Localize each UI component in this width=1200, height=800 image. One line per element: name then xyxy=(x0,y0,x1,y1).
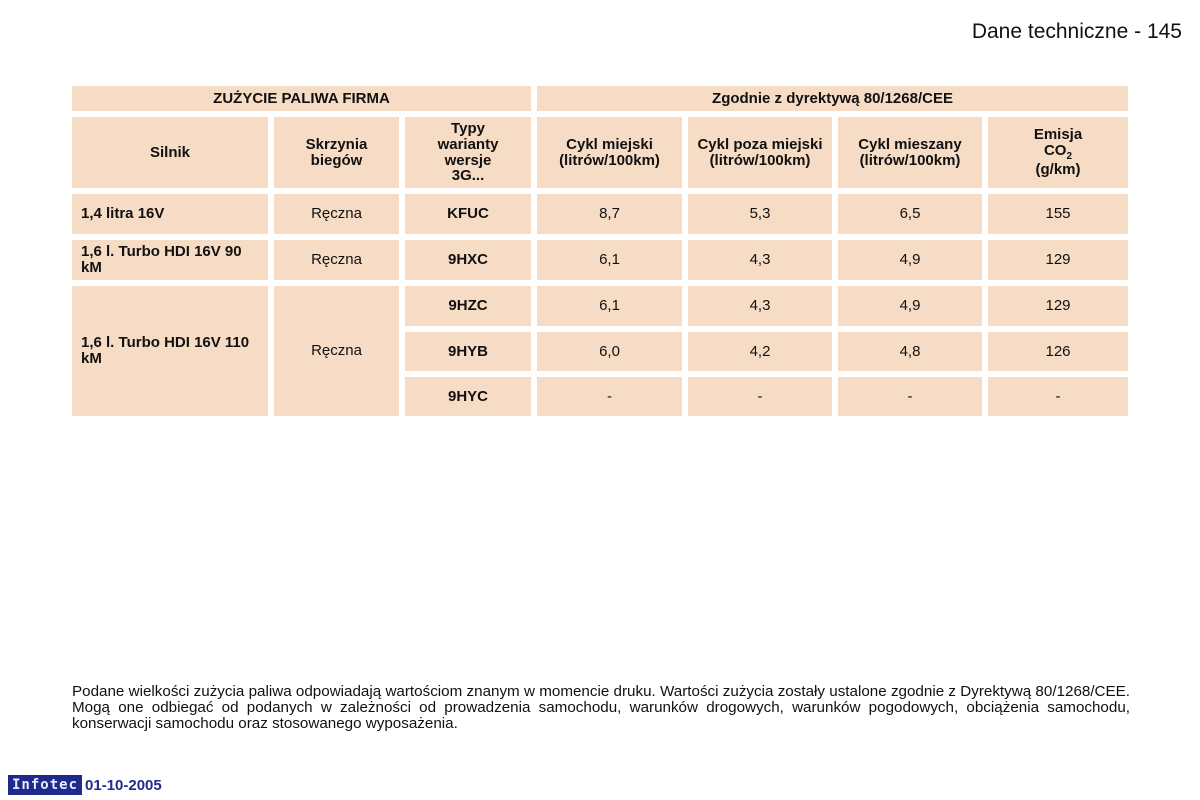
footer: Infotec 01-10-2005 xyxy=(8,775,162,795)
type-cell: 9HYB xyxy=(405,332,531,371)
extra-urban-cell: - xyxy=(688,377,832,416)
header-co2-emission: Emisja CO2 (g/km) xyxy=(988,117,1128,188)
gearbox-cell: Ręczna xyxy=(274,194,399,234)
page-number: 145 xyxy=(1146,20,1182,43)
header-type: Typy warianty wersje 3G... xyxy=(405,117,531,188)
engine-cell: 1,6 l. Turbo HDI 16V 110 kM xyxy=(72,286,268,416)
urban-cell: 6,1 xyxy=(537,240,682,280)
extra-urban-cell: 4,2 xyxy=(688,332,832,371)
combined-cell: 4,9 xyxy=(838,286,982,326)
header-combined-cycle: Cykl mieszany (litrów/100km) xyxy=(838,117,982,188)
urban-cell: 6,0 xyxy=(537,332,682,371)
combined-cell: - xyxy=(838,377,982,416)
combined-cell: 4,9 xyxy=(838,240,982,280)
header-extra-urban-cycle: Cykl poza miejski (litrów/100km) xyxy=(688,117,832,188)
type-cell: 9HZC xyxy=(405,286,531,326)
combined-cell: 4,8 xyxy=(838,332,982,371)
type-cell: 9HYC xyxy=(405,377,531,416)
engine-cell: 1,6 l. Turbo HDI 16V 90 kM xyxy=(72,240,268,280)
co2-cell: 126 xyxy=(988,332,1128,371)
print-date: 01-10-2005 xyxy=(85,776,162,794)
urban-cell: 6,1 xyxy=(537,286,682,326)
type-cell: 9HXC xyxy=(405,240,531,280)
page-separator: - xyxy=(1134,20,1142,43)
infotec-logo: Infotec xyxy=(8,775,83,795)
header-co2-prefix: Emisja xyxy=(1033,126,1083,143)
gearbox-cell: Ręczna xyxy=(274,286,399,416)
group-header-directive: Zgodnie z dyrektywą 80/1268/CEE xyxy=(537,86,1128,111)
header-urban-cycle: Cykl miejski (litrów/100km) xyxy=(537,117,682,188)
gearbox-cell: Ręczna xyxy=(274,240,399,280)
extra-urban-cell: 5,3 xyxy=(688,194,832,234)
header-co2-unit: (g/km) xyxy=(1035,161,1081,179)
footnote: Podane wielkości zużycia paliwa odpowiad… xyxy=(72,683,1130,732)
co2-cell: 129 xyxy=(988,240,1128,280)
page-header: Dane techniczne - 145 xyxy=(972,20,1182,44)
urban-cell: 8,7 xyxy=(537,194,682,234)
co2-cell: - xyxy=(988,377,1128,416)
co2-cell: 155 xyxy=(988,194,1128,234)
header-gearbox: Skrzynia biegów xyxy=(274,117,399,188)
co2-cell: 129 xyxy=(988,286,1128,326)
urban-cell: - xyxy=(537,377,682,416)
page-title: Dane techniczne xyxy=(971,20,1129,43)
engine-cell: 1,4 litra 16V xyxy=(72,194,268,234)
header-co2-formula: CO2 xyxy=(1043,141,1073,162)
group-header-fuel-consumption: ZUŻYCIE PALIWA FIRMA xyxy=(72,86,531,111)
extra-urban-cell: 4,3 xyxy=(688,286,832,326)
type-cell: KFUC xyxy=(405,194,531,234)
extra-urban-cell: 4,3 xyxy=(688,240,832,280)
combined-cell: 6,5 xyxy=(838,194,982,234)
header-engine: Silnik xyxy=(72,117,268,188)
